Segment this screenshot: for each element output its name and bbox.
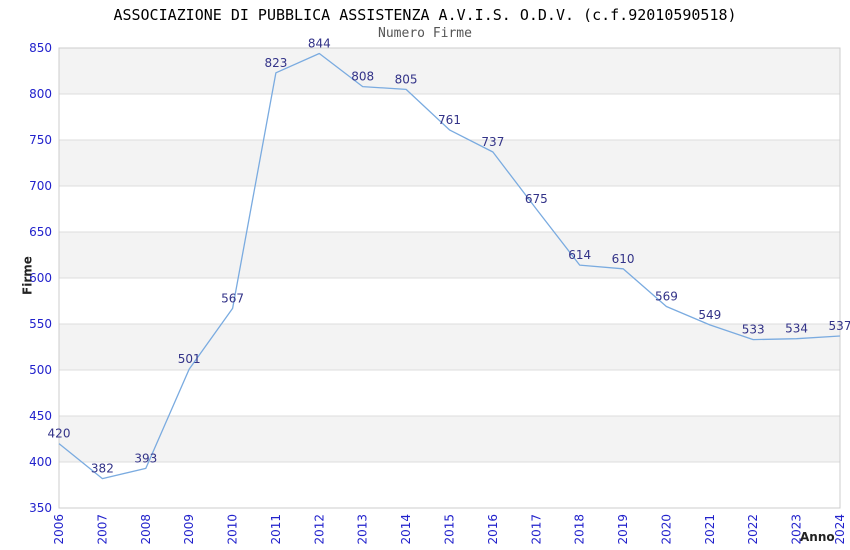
plot-band [59,140,840,186]
x-tick-label: 2022 [746,514,760,545]
x-tick-label: 2006 [52,514,66,545]
x-tick-label: 2010 [226,514,240,545]
data-label: 382 [91,462,114,476]
plot-band [59,416,840,462]
y-tick-label: 350 [29,501,52,515]
x-tick-label: 2021 [703,514,717,545]
x-tick-label: 2013 [356,514,370,545]
y-tick-label: 700 [29,179,52,193]
x-tick-label: 2015 [443,514,457,545]
data-label: 537 [829,319,850,333]
data-label: 549 [698,308,721,322]
y-tick-label: 800 [29,87,52,101]
plot-band [59,324,840,370]
data-label: 610 [612,252,635,266]
data-label: 737 [481,135,504,149]
data-label: 501 [178,352,201,366]
chart-title: ASSOCIAZIONE DI PUBBLICA ASSISTENZA A.V.… [113,6,737,24]
data-label: 420 [48,427,71,441]
x-tick-label: 2011 [269,514,283,545]
x-tick-label: 2014 [399,514,413,545]
plot-border [58,47,841,509]
y-tick-label: 500 [29,363,52,377]
x-tick-label: 2020 [659,514,673,545]
x-tick-label: 2024 [833,514,847,545]
y-tick-label: 750 [29,133,52,147]
x-tick-label: 2017 [529,514,543,545]
data-label: 569 [655,290,678,304]
y-tick-label: 650 [29,225,52,239]
data-label: 533 [742,323,765,337]
y-tick-label: 600 [29,271,52,285]
data-label: 761 [438,113,461,127]
x-tick-label: 2008 [139,514,153,545]
y-tick-label: 450 [29,409,52,423]
plot-bands [59,48,840,462]
x-tick-label: 2012 [312,514,326,545]
y-tick-label: 400 [29,455,52,469]
plot-band [59,48,840,94]
x-tick-label: 2018 [573,514,587,545]
y-tick-label: 850 [29,41,52,55]
data-label: 675 [525,192,548,206]
x-tick-label: 2007 [95,514,109,545]
data-label: 567 [221,291,244,305]
x-tick-label: 2023 [790,514,804,545]
x-axis-ticks: 2006 2007 2008 2009 2010 2011 2012 2013 2014 2015… [52,514,847,545]
data-label: 844 [308,37,331,51]
x-tick-label: 2016 [486,514,500,545]
data-label: 614 [568,248,591,262]
data-labels: 420 382 393 501 567 823 844 808 805 761 737 675 614 6… [48,37,850,476]
data-label: 823 [264,56,287,70]
data-label: 805 [395,72,418,86]
data-label: 808 [351,70,374,84]
y-axis-title: Firme [20,256,35,295]
chart-subtitle: Numero Firme [378,26,472,41]
x-axis-title: Anno [800,530,835,544]
data-label: 534 [785,322,808,336]
x-tick-label: 2009 [182,514,196,545]
data-label: 393 [134,451,157,465]
plot-band [59,232,840,278]
y-axis-ticks: 350 400 450 500 550 600 650 700 750 800 850 [29,41,52,515]
y-tick-label: 550 [29,317,52,331]
series-line [58,52,841,480]
x-tick-label: 2019 [616,514,630,545]
